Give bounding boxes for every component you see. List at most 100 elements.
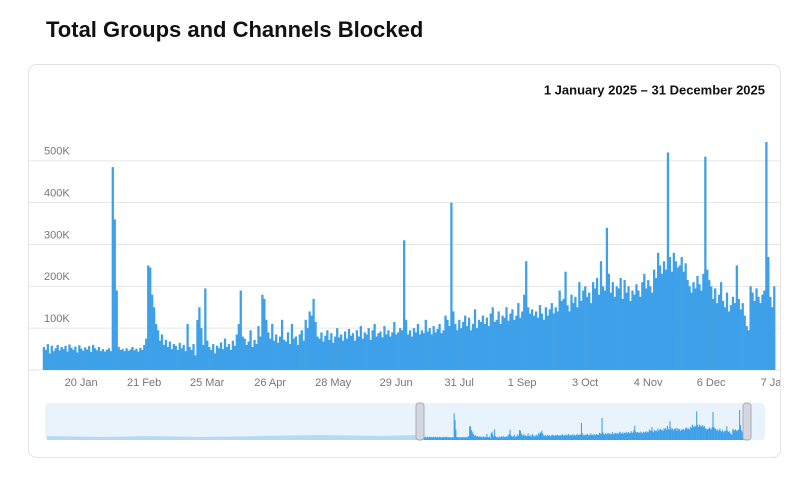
bar	[593, 288, 597, 370]
bar	[127, 350, 130, 370]
bar	[428, 328, 431, 370]
bar	[253, 339, 256, 370]
navigator-bar	[667, 429, 669, 440]
bar	[271, 323, 274, 370]
bar	[759, 303, 762, 370]
navigator-bar	[689, 429, 691, 440]
x-tick-label: 20 Jan	[65, 377, 98, 389]
bar	[761, 294, 764, 370]
bar	[576, 307, 579, 370]
navigator-bar	[730, 434, 732, 440]
y-tick-label: 200K	[44, 271, 70, 283]
bar	[698, 284, 701, 370]
navigator-bar	[542, 433, 544, 440]
navigator-bar	[673, 429, 675, 440]
bar	[450, 202, 453, 370]
navigator-bar	[712, 411, 714, 440]
bar	[188, 346, 191, 370]
bar	[651, 292, 654, 370]
bar	[658, 265, 662, 370]
navigator-bar	[584, 435, 586, 440]
bar	[656, 252, 660, 370]
bar	[735, 265, 738, 370]
bar	[389, 336, 392, 370]
navigator-bar	[685, 427, 687, 440]
navigator-bar	[518, 435, 520, 440]
navigator-bar	[652, 431, 654, 440]
bar	[99, 351, 103, 370]
bar	[532, 315, 536, 370]
bar	[503, 317, 506, 370]
bar	[275, 334, 278, 370]
navigator-bar	[568, 435, 570, 440]
bar	[440, 333, 443, 370]
x-tick-label: 28 May	[315, 377, 352, 389]
bar	[702, 273, 705, 370]
navigator-bar	[436, 437, 438, 440]
navigator-bar	[480, 436, 482, 440]
navigator-bar	[503, 436, 505, 440]
x-tick-label: 4 Nov	[634, 377, 663, 389]
bar	[540, 313, 544, 370]
navigator-bar	[608, 434, 610, 440]
bar	[345, 338, 349, 370]
bar	[578, 282, 581, 370]
bar	[78, 345, 81, 370]
navigator-bar	[435, 437, 437, 440]
bar	[212, 344, 215, 370]
navigator-bar	[451, 437, 453, 440]
navigator-bar	[725, 431, 727, 440]
bar	[627, 286, 630, 370]
navigator-bar	[707, 428, 709, 440]
navigator-bar	[498, 437, 500, 440]
navigator-bar	[715, 429, 717, 440]
navigator-bar	[562, 434, 564, 440]
bar	[330, 333, 333, 370]
bar	[473, 309, 477, 370]
navigator-bar	[455, 429, 457, 440]
navigator-bar	[491, 431, 493, 440]
bar	[621, 298, 624, 370]
bar	[103, 351, 107, 370]
bar	[749, 286, 752, 370]
navigator-bar	[496, 437, 498, 440]
x-tick-label: 31 Jul	[444, 377, 473, 389]
navigator-handle-left[interactable]	[415, 402, 425, 441]
navigator-handle-right[interactable]	[742, 402, 752, 441]
bar	[458, 319, 461, 370]
navigator-bar	[676, 430, 678, 440]
bar	[377, 333, 380, 370]
bar	[680, 257, 683, 370]
navigator-bar	[702, 425, 704, 440]
bar	[334, 336, 337, 370]
navigator-bar	[546, 435, 548, 440]
bar	[76, 352, 79, 370]
navigator-bar	[669, 421, 671, 440]
navigator-bar	[591, 434, 593, 440]
bar	[290, 323, 294, 370]
bar	[548, 309, 551, 370]
bar	[499, 323, 502, 370]
navigator-bar	[502, 435, 504, 440]
navigator-bar	[508, 433, 510, 440]
navigator-bar	[527, 433, 529, 440]
bar	[284, 341, 288, 370]
bar	[422, 333, 425, 370]
navigator-bar	[739, 425, 742, 440]
bar	[308, 311, 311, 370]
bar	[529, 313, 532, 370]
navigator-bar	[641, 432, 643, 440]
bar	[511, 309, 514, 370]
navigator-bar	[446, 437, 448, 440]
bar	[688, 286, 691, 370]
bar	[568, 311, 571, 370]
navigator-bar	[693, 427, 695, 440]
navigator-bar	[516, 436, 518, 440]
navigator-bar	[635, 432, 638, 440]
navigator-bar	[623, 432, 625, 440]
x-tick-label: 6 Dec	[697, 377, 726, 389]
navigator-bar	[647, 432, 650, 440]
navigator-bar	[636, 432, 638, 440]
bar	[91, 344, 95, 370]
navigator-bar	[648, 429, 650, 440]
